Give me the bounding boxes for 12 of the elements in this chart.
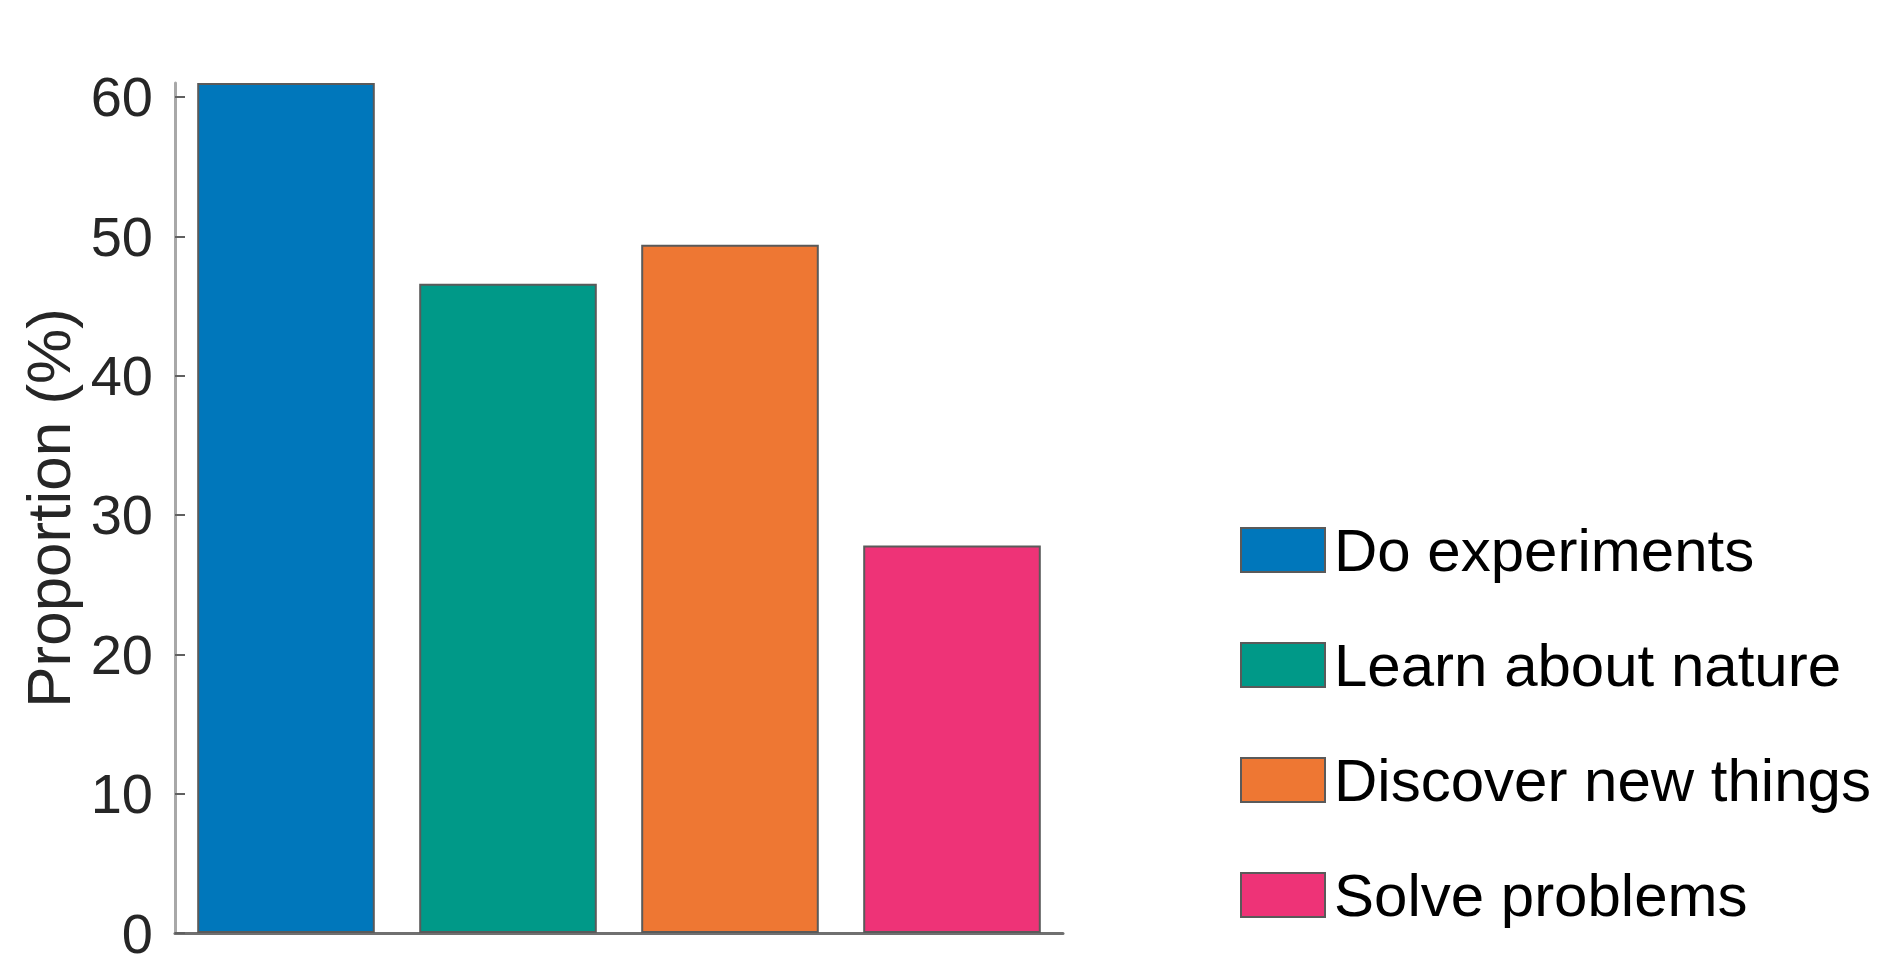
legend-label: Learn about nature <box>1334 631 1842 699</box>
legend-label: Do experiments <box>1334 516 1755 584</box>
legend-label: Solve problems <box>1334 861 1748 929</box>
y-axis-title: Proportion (%) <box>13 308 83 708</box>
y-tick-label: 40 <box>90 344 153 408</box>
legend-label: Discover new things <box>1334 746 1871 814</box>
y-tick-label: 50 <box>90 204 153 268</box>
y-tick-label: 20 <box>90 622 153 686</box>
y-tick-label: 0 <box>121 901 153 961</box>
y-tick-label: 30 <box>90 483 153 547</box>
y-tick-label: 60 <box>90 65 153 129</box>
y-tick-label: 10 <box>90 762 153 826</box>
